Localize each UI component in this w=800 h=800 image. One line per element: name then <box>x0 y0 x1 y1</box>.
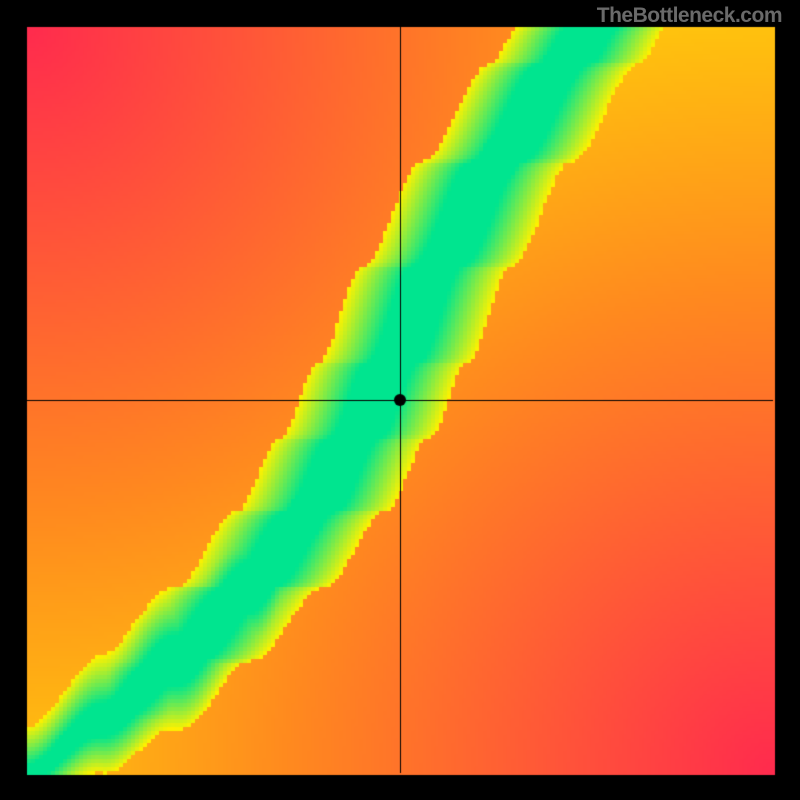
watermark-text: TheBottleneck.com <box>597 4 782 28</box>
bottleneck-heatmap <box>0 0 800 800</box>
